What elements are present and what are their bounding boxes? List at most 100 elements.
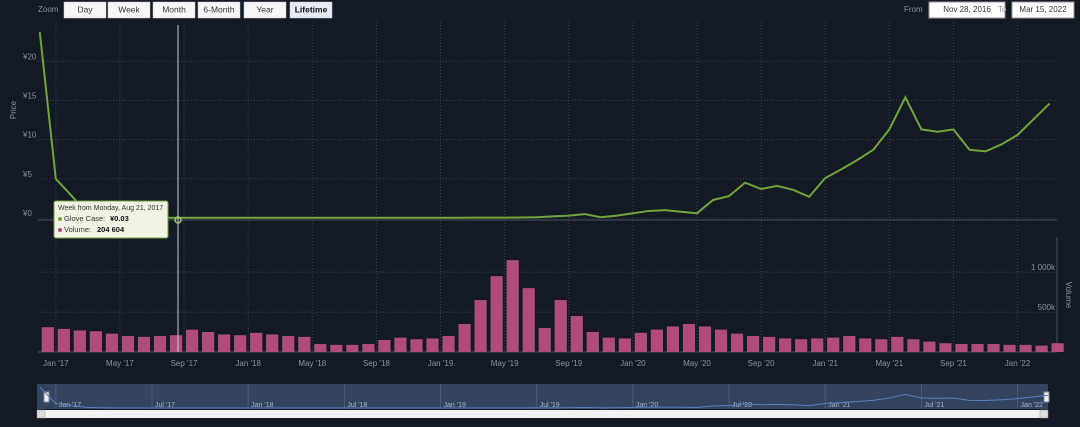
tooltip-value: 204 604: [97, 225, 125, 234]
navigator-line: [39, 386, 1050, 409]
volume-bar: [714, 329, 728, 352]
nav-tick-label: Jan '18: [251, 402, 273, 409]
volume-bar: [1035, 345, 1048, 352]
volume-bar: [1003, 344, 1016, 352]
volume-bar: [153, 336, 167, 352]
x-tick-label: Jan '22: [1005, 359, 1031, 368]
y2-axis-title: Volume: [1064, 282, 1073, 309]
volume-bar: [730, 333, 744, 352]
zoom-button[interactable]: 6-Month: [197, 1, 241, 19]
volume-bar: [955, 344, 968, 352]
x-tick-label: Jan '18: [235, 359, 261, 368]
volume-bar: [811, 338, 824, 352]
button-label[interactable]: Day: [77, 4, 93, 14]
volume-bar: [682, 324, 696, 352]
volume-bar: [763, 336, 776, 352]
button-label[interactable]: Month: [162, 4, 186, 14]
button-label[interactable]: Week: [118, 4, 140, 14]
nav-handle[interactable]: [1043, 391, 1050, 403]
volume-bar: [554, 300, 567, 352]
nav-tick-label: Jan '20: [636, 402, 658, 409]
volume-bar: [698, 326, 712, 352]
volume-bar: [1019, 344, 1032, 352]
volume-bar: [202, 332, 215, 352]
volume-bar: [506, 260, 519, 352]
y-tick-label: ¥5: [22, 170, 32, 179]
tooltip-dot: [58, 217, 62, 221]
y-tick-label: ¥20: [22, 52, 37, 61]
volume-bar: [169, 335, 183, 352]
to-value[interactable]: Mar 15, 2022: [1019, 5, 1067, 14]
zoom-button[interactable]: Day: [63, 1, 107, 19]
zoom-button[interactable]: Week: [107, 1, 151, 19]
nav-tick-label: Jul '20: [732, 402, 752, 409]
volume-bar: [185, 329, 199, 352]
volume-bar: [843, 336, 856, 352]
tooltip-header: Week from Monday, Aug 21, 2017: [58, 205, 163, 212]
nav-tick-label: Jan '19: [444, 402, 466, 409]
volume-bar: [795, 339, 808, 352]
tooltip-value: ¥0.03: [110, 214, 129, 223]
x-tick-label: Sep '17: [171, 359, 198, 368]
zoom-button[interactable]: Month: [152, 1, 196, 19]
scroll-right[interactable]: [1039, 409, 1049, 419]
volume-bar: [987, 344, 1000, 352]
volume-bar: [779, 338, 792, 352]
volume-bar: [378, 340, 391, 352]
button-bg[interactable]: [107, 1, 151, 19]
button-bg[interactable]: [197, 1, 241, 19]
x-tick-label: Jan '20: [620, 359, 646, 368]
tooltip-label: Volume:: [64, 225, 91, 234]
button-label[interactable]: 6-Month: [203, 4, 234, 14]
y-tick-label: ¥15: [22, 92, 37, 101]
zoom-button[interactable]: Lifetime: [289, 1, 333, 19]
volume-bar: [121, 336, 135, 352]
nav-tick-label: Jan '22: [1021, 402, 1043, 409]
volume-bar: [891, 336, 904, 352]
volume-bar: [105, 333, 119, 352]
volume-bar: [266, 334, 279, 352]
button-bg[interactable]: [152, 1, 196, 19]
button-bg[interactable]: [289, 1, 333, 19]
scrollbar[interactable]: [37, 410, 1048, 418]
tooltip: Week from Monday, Aug 21, 2017 Glove Cas…: [53, 200, 169, 239]
y-axis-title: Price: [9, 100, 18, 119]
volume-bar: [298, 336, 311, 352]
zoom-button[interactable]: Year: [243, 1, 287, 19]
volume-bar: [971, 344, 984, 352]
volume-bar: [650, 329, 663, 352]
volume-bar: [410, 339, 423, 352]
volume-bar: [137, 336, 151, 352]
from-value[interactable]: Nov 28, 2016: [943, 5, 991, 14]
from-label: From: [904, 5, 923, 14]
x-tick-label: May '20: [683, 359, 711, 368]
button-bg[interactable]: [63, 1, 107, 19]
button-label[interactable]: Lifetime: [295, 4, 328, 14]
zoom-label: Zoom: [38, 5, 59, 14]
to-input[interactable]: [1011, 1, 1075, 19]
x-tick-label: May '21: [875, 359, 903, 368]
button-label[interactable]: Year: [256, 4, 273, 14]
volume-bar: [314, 344, 327, 352]
navigator[interactable]: [37, 384, 1048, 409]
x-tick-label: May '18: [298, 359, 326, 368]
volume-bar: [666, 326, 680, 352]
nav-tick-label: Jul '19: [540, 402, 560, 409]
volume-bar: [426, 338, 439, 352]
nav-tick-label: Jul '21: [924, 402, 944, 409]
from-input[interactable]: [928, 1, 1006, 19]
scroll-left[interactable]: [36, 409, 46, 419]
button-bg[interactable]: [243, 1, 287, 19]
nav-tick-label: Jul '17: [155, 402, 175, 409]
y-tick-label: ¥0: [22, 209, 32, 218]
volume-bar: [346, 344, 359, 352]
volume-bar: [282, 336, 295, 352]
volume-bar: [538, 328, 551, 352]
y-tick-label: ¥10: [22, 131, 37, 140]
x-tick-label: May '17: [106, 359, 134, 368]
volume-bar: [490, 276, 503, 352]
volume-bar: [634, 332, 647, 352]
volume-bar: [41, 327, 54, 352]
y2-tick-label: 500k: [1038, 303, 1056, 312]
